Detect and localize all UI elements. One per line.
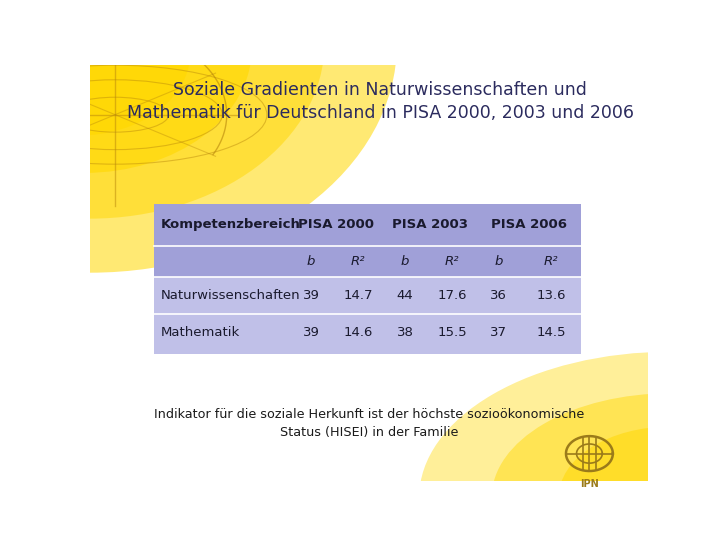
Ellipse shape (492, 393, 720, 540)
Text: b: b (401, 255, 409, 268)
Text: 14.6: 14.6 (343, 327, 373, 340)
Text: Mathematik: Mathematik (161, 327, 240, 340)
Text: 37: 37 (490, 327, 508, 340)
Text: 15.5: 15.5 (437, 327, 467, 340)
Text: 17.6: 17.6 (437, 289, 467, 302)
Text: PISA 2000: PISA 2000 (297, 218, 374, 231)
Text: PISA 2003: PISA 2003 (392, 218, 467, 231)
Text: PISA 2006: PISA 2006 (491, 218, 567, 231)
Text: Soziale Gradienten in Naturwissenschaften und
Mathematik für Deutschland in PISA: Soziale Gradienten in Naturwissenschafte… (127, 82, 634, 123)
Text: R²: R² (444, 255, 459, 268)
Text: 14.7: 14.7 (343, 289, 373, 302)
Text: IPN: IPN (580, 478, 599, 489)
Ellipse shape (559, 427, 720, 540)
Ellipse shape (419, 352, 720, 540)
Text: 39: 39 (302, 289, 320, 302)
Ellipse shape (0, 0, 252, 173)
Text: b: b (495, 255, 503, 268)
Ellipse shape (0, 0, 324, 219)
Text: 14.5: 14.5 (536, 327, 566, 340)
Text: R²: R² (351, 255, 365, 268)
Ellipse shape (0, 0, 397, 273)
Text: R²: R² (544, 255, 559, 268)
FancyBboxPatch shape (154, 204, 581, 277)
FancyBboxPatch shape (154, 204, 581, 354)
Text: Naturwissenschaften: Naturwissenschaften (161, 289, 300, 302)
Text: 38: 38 (397, 327, 413, 340)
Ellipse shape (0, 0, 190, 136)
Text: b: b (307, 255, 315, 268)
Text: 39: 39 (302, 327, 320, 340)
Text: Kompetenzbereich: Kompetenzbereich (161, 218, 301, 231)
Text: 44: 44 (397, 289, 413, 302)
Text: Indikator für die soziale Herkunft ist der höchste sozioökonomische
Status (HISE: Indikator für die soziale Herkunft ist d… (154, 408, 584, 439)
Text: 13.6: 13.6 (536, 289, 566, 302)
Text: 36: 36 (490, 289, 508, 302)
